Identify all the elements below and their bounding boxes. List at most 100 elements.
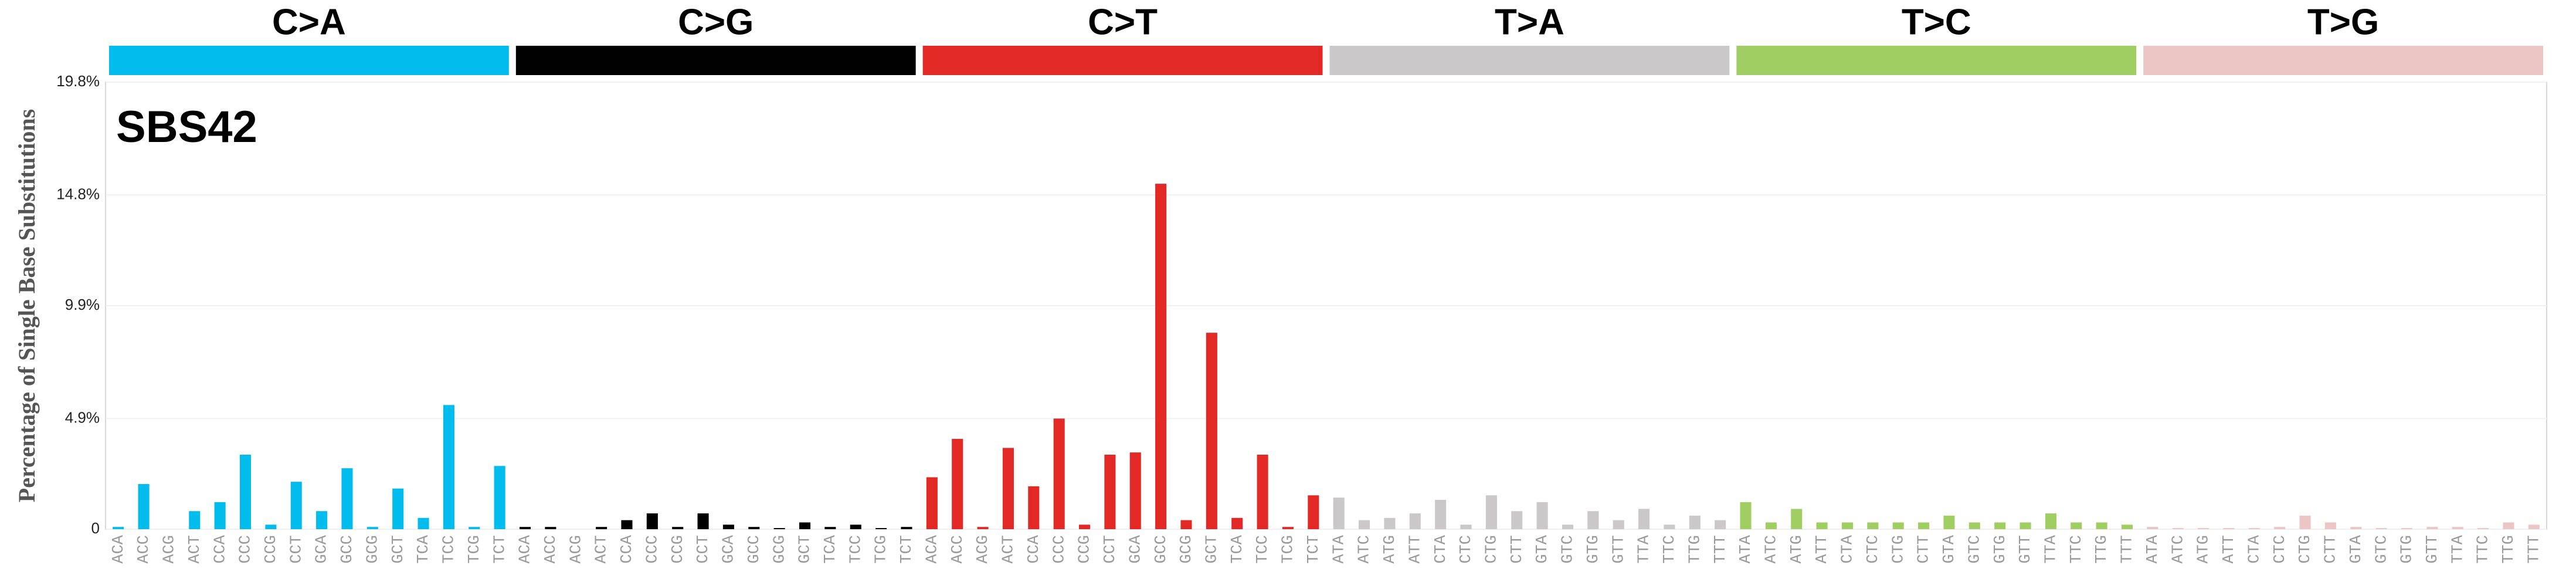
- x-tick-label: ATC: [1356, 535, 1374, 564]
- group-bar: [922, 46, 1323, 75]
- x-tick-label: GCG: [1178, 535, 1196, 564]
- bar: [1384, 517, 1396, 529]
- x-tick-label: ATG: [1788, 535, 1806, 564]
- x-tick-label: CCC: [644, 535, 661, 564]
- bar: [2426, 527, 2438, 529]
- x-tick-label: TTC: [1661, 535, 1679, 564]
- bar: [2071, 522, 2082, 529]
- x-tick-label: CCT: [288, 535, 306, 564]
- bar: [1943, 515, 1955, 529]
- x-tick-label: CTC: [2272, 535, 2289, 564]
- x-tick-label: CCG: [1077, 535, 1094, 564]
- bar: [1715, 520, 1726, 529]
- bar: [2503, 522, 2514, 529]
- bar: [1155, 184, 1167, 529]
- bar: [1841, 522, 1854, 529]
- bar: [1129, 452, 1141, 529]
- x-tick-label: ATA: [2144, 534, 2162, 563]
- bar: [1206, 333, 1217, 529]
- group-bar: [1329, 46, 1730, 75]
- x-tick-label: GTA: [2348, 534, 2365, 563]
- bar: [672, 527, 684, 529]
- x-tick-label: GCG: [364, 535, 382, 564]
- bar: [418, 517, 429, 529]
- x-tick-label: CCG: [670, 535, 687, 564]
- bar: [1282, 527, 1294, 529]
- x-tick-label: ATC: [2170, 535, 2187, 564]
- x-tick-label: CCA: [212, 534, 229, 563]
- bar: [494, 466, 505, 529]
- x-tick-label: CCT: [695, 535, 712, 564]
- x-tick-label: GTA: [1941, 534, 1959, 563]
- x-tick-label: GTT: [2424, 535, 2442, 564]
- bar: [2045, 513, 2056, 529]
- bar: [2452, 527, 2463, 529]
- bar: [1308, 495, 1319, 529]
- bar: [1664, 525, 1675, 529]
- x-tick-label: ACC: [542, 535, 560, 564]
- x-tick-label: GTC: [1560, 535, 1577, 564]
- x-tick-label: GCC: [339, 535, 357, 564]
- bar: [2299, 515, 2311, 529]
- group-label: C>T: [1088, 2, 1158, 42]
- y-axis-title: Percentage of Single Base Substitutions: [13, 109, 40, 502]
- bar: [2096, 522, 2107, 529]
- bar: [1460, 525, 1472, 529]
- bar: [469, 527, 480, 529]
- bar: [748, 527, 760, 529]
- x-tick-label: TCC: [1254, 535, 1272, 564]
- x-tick-label: ATT: [2221, 535, 2238, 564]
- x-tick-label: TTC: [2068, 535, 2086, 564]
- x-tick-label: TTT: [2526, 535, 2543, 564]
- bar: [1969, 522, 1980, 529]
- x-tick-label: CCC: [237, 535, 255, 564]
- x-tick-label: GTG: [1585, 535, 1603, 564]
- group-bar: [2143, 46, 2543, 75]
- bar: [1485, 495, 1497, 529]
- bar: [113, 527, 124, 529]
- bar: [875, 528, 887, 529]
- y-tick-label: 4.9%: [65, 408, 100, 426]
- bar: [773, 528, 785, 529]
- x-tick-label: CTG: [1483, 535, 1501, 564]
- x-tick-label: TCT: [1305, 535, 1323, 564]
- x-tick-label: ACT: [186, 535, 204, 564]
- bar: [1765, 522, 1777, 529]
- x-tick-label: GTC: [1966, 535, 1984, 564]
- x-tick-label: TTG: [1686, 535, 1704, 564]
- group-bar: [109, 46, 509, 75]
- chart-title: SBS42: [116, 102, 257, 152]
- x-tick-label: GCT: [797, 535, 814, 564]
- group-bar: [1736, 46, 2137, 75]
- bar: [2147, 527, 2158, 529]
- bar: [366, 527, 378, 529]
- x-tick-label: ACA: [110, 534, 128, 563]
- bar: [1053, 418, 1065, 529]
- group-bar: [515, 46, 916, 75]
- bar: [1689, 515, 1701, 529]
- x-tick-label: TCG: [1280, 535, 1298, 564]
- x-tick-label: TTA: [2043, 534, 2061, 563]
- x-tick-label: TTG: [2093, 535, 2111, 564]
- x-tick-label: CCA: [1026, 534, 1043, 563]
- bar: [392, 488, 404, 529]
- bar: [545, 527, 556, 529]
- bar: [2274, 527, 2286, 529]
- x-tick-label: GCA: [314, 534, 331, 563]
- x-tick-label: GTC: [2373, 535, 2391, 564]
- bar: [799, 522, 811, 529]
- x-tick-label: ACG: [568, 535, 585, 564]
- x-tick-label: GTG: [2399, 535, 2417, 564]
- x-tick-label: GCC: [746, 535, 763, 564]
- x-tick-label: CTG: [1890, 535, 1908, 564]
- x-tick-label: ACC: [135, 535, 153, 564]
- x-tick-label: CCG: [263, 535, 280, 564]
- bar: [1435, 499, 1447, 529]
- bar: [1918, 522, 1930, 529]
- x-tick-label: ACG: [975, 535, 992, 564]
- x-tick-label: TCC: [441, 535, 459, 564]
- x-tick-label: GCC: [1153, 535, 1170, 564]
- bar: [1867, 522, 1879, 529]
- bar: [2528, 525, 2540, 529]
- group-label: T>A: [1495, 2, 1564, 42]
